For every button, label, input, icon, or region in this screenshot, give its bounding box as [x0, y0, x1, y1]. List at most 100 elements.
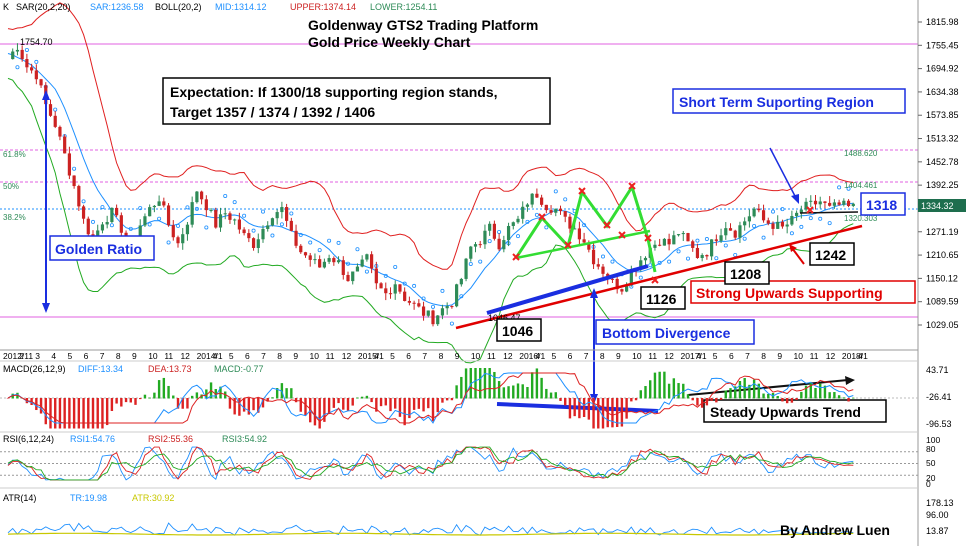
- time-tick-label: 11: [487, 351, 496, 361]
- atr-atr-line: [7, 532, 854, 536]
- sar-dot: [421, 296, 426, 301]
- candle-body: [478, 244, 482, 246]
- macd-bar: [58, 398, 62, 429]
- macd-bar: [176, 398, 180, 409]
- candle-body: [143, 216, 147, 226]
- sar-dot: [242, 213, 247, 218]
- macd-bar: [450, 398, 454, 401]
- sar-dot: [138, 206, 143, 211]
- macd-bar: [512, 385, 515, 399]
- sar-dot: [667, 259, 672, 264]
- macd-bar: [228, 398, 232, 409]
- time-tick-label: 2017/1: [681, 351, 707, 361]
- time-tick-label: 2016/1: [519, 351, 545, 361]
- rsi-tick-label: 100: [926, 435, 940, 445]
- candle-body: [795, 212, 799, 216]
- candle-body: [615, 278, 619, 290]
- candle-body: [86, 218, 90, 235]
- candle-body: [63, 136, 67, 154]
- candle-body: [204, 199, 208, 211]
- candle-body: [431, 310, 435, 325]
- candlesticks: [11, 43, 855, 327]
- macd-bar: [578, 398, 581, 419]
- sar-dot: [761, 235, 766, 240]
- time-tick-label: 6: [84, 351, 89, 361]
- rsi-line-2: [7, 446, 854, 481]
- candle-body: [530, 193, 534, 205]
- candle-body: [53, 115, 57, 127]
- price-tick-label: 1210.65: [926, 250, 959, 260]
- macd-bar: [346, 398, 350, 411]
- sar-dot: [808, 216, 813, 221]
- sar-dot: [789, 231, 794, 236]
- candle-body: [691, 241, 695, 248]
- macd-bar: [568, 398, 572, 419]
- macd-bar: [743, 378, 746, 399]
- upper-value: UPPER:1374.14: [290, 2, 356, 12]
- sar-dot: [223, 193, 228, 198]
- atr-panel: 178.13 96.00 13.87: [7, 498, 954, 536]
- macd-bar: [266, 398, 269, 402]
- time-tick-label: 4: [535, 351, 540, 361]
- macd-bar: [748, 384, 751, 399]
- time-tick-label: 12: [826, 351, 836, 361]
- macd-bar: [686, 394, 690, 399]
- candle-body: [492, 223, 496, 239]
- sar-dot: [402, 281, 407, 286]
- short-term-label: Short Term Suporting Region: [679, 94, 874, 110]
- bottom-divergence-label: Bottom Divergence: [602, 325, 731, 341]
- macd-bar: [91, 398, 95, 429]
- macd-bar: [625, 398, 628, 419]
- atr-atr: ATR:30.92: [132, 493, 174, 503]
- expectation-box: Expectation: If 1300/18 supporting regio…: [162, 77, 551, 125]
- candle-body: [724, 228, 728, 236]
- macd-bar: [115, 398, 118, 404]
- sar-label: SAR(20,2,20): [16, 2, 71, 12]
- lower-value: LOWER:1254.11: [370, 2, 437, 12]
- sar-dot: [714, 256, 719, 261]
- rsi-tick-label: 0: [926, 479, 931, 489]
- time-tick-label: 10: [793, 351, 803, 361]
- macd-bar: [77, 398, 81, 429]
- sar-dot: [827, 221, 832, 226]
- candle-body: [799, 209, 803, 213]
- candle-body: [516, 218, 520, 223]
- short-term-box: Short Term Suporting Region: [672, 88, 906, 114]
- candle-body: [190, 202, 194, 225]
- candle-body: [440, 308, 445, 316]
- macd-bar: [715, 398, 718, 403]
- sar-dot: [601, 254, 606, 259]
- macd-bar: [762, 393, 765, 399]
- macd-bar: [601, 398, 605, 429]
- candle-body: [488, 223, 492, 231]
- atr-tick-label: 96.00: [926, 510, 949, 520]
- candle-body: [237, 219, 241, 230]
- macd-bar: [573, 398, 576, 417]
- macd-bar: [781, 398, 784, 402]
- candle-body: [743, 221, 747, 226]
- candle-body: [15, 49, 20, 52]
- sar-dot: [393, 264, 398, 269]
- candle-body: [25, 59, 29, 68]
- sar-dot: [24, 47, 29, 52]
- macd-bar: [677, 383, 680, 399]
- candle-body: [710, 239, 714, 257]
- time-tick-label: 7: [745, 351, 750, 361]
- macd-bar: [649, 380, 652, 399]
- expectation-line1: Expectation: If 1300/18 supporting regio…: [170, 84, 498, 100]
- level-1046-box: 1046: [496, 318, 542, 342]
- rsi-legend: RSI(6,12,24) RSI1:54.76 RSI2:55.36 RSI3:…: [3, 434, 267, 444]
- candle-body: [20, 49, 24, 60]
- candle-body: [247, 233, 251, 239]
- macd-bar: [559, 398, 562, 401]
- time-tick-label: 7: [584, 351, 589, 361]
- macd-bar: [157, 380, 161, 399]
- candle-body: [228, 213, 232, 220]
- macd-bar: [44, 398, 47, 425]
- candle-body: [200, 191, 204, 200]
- sar-dot: [468, 261, 473, 266]
- candle-body: [58, 126, 62, 137]
- macd-bar: [658, 371, 661, 399]
- macd-bar: [139, 398, 142, 400]
- macd-bar: [242, 398, 246, 412]
